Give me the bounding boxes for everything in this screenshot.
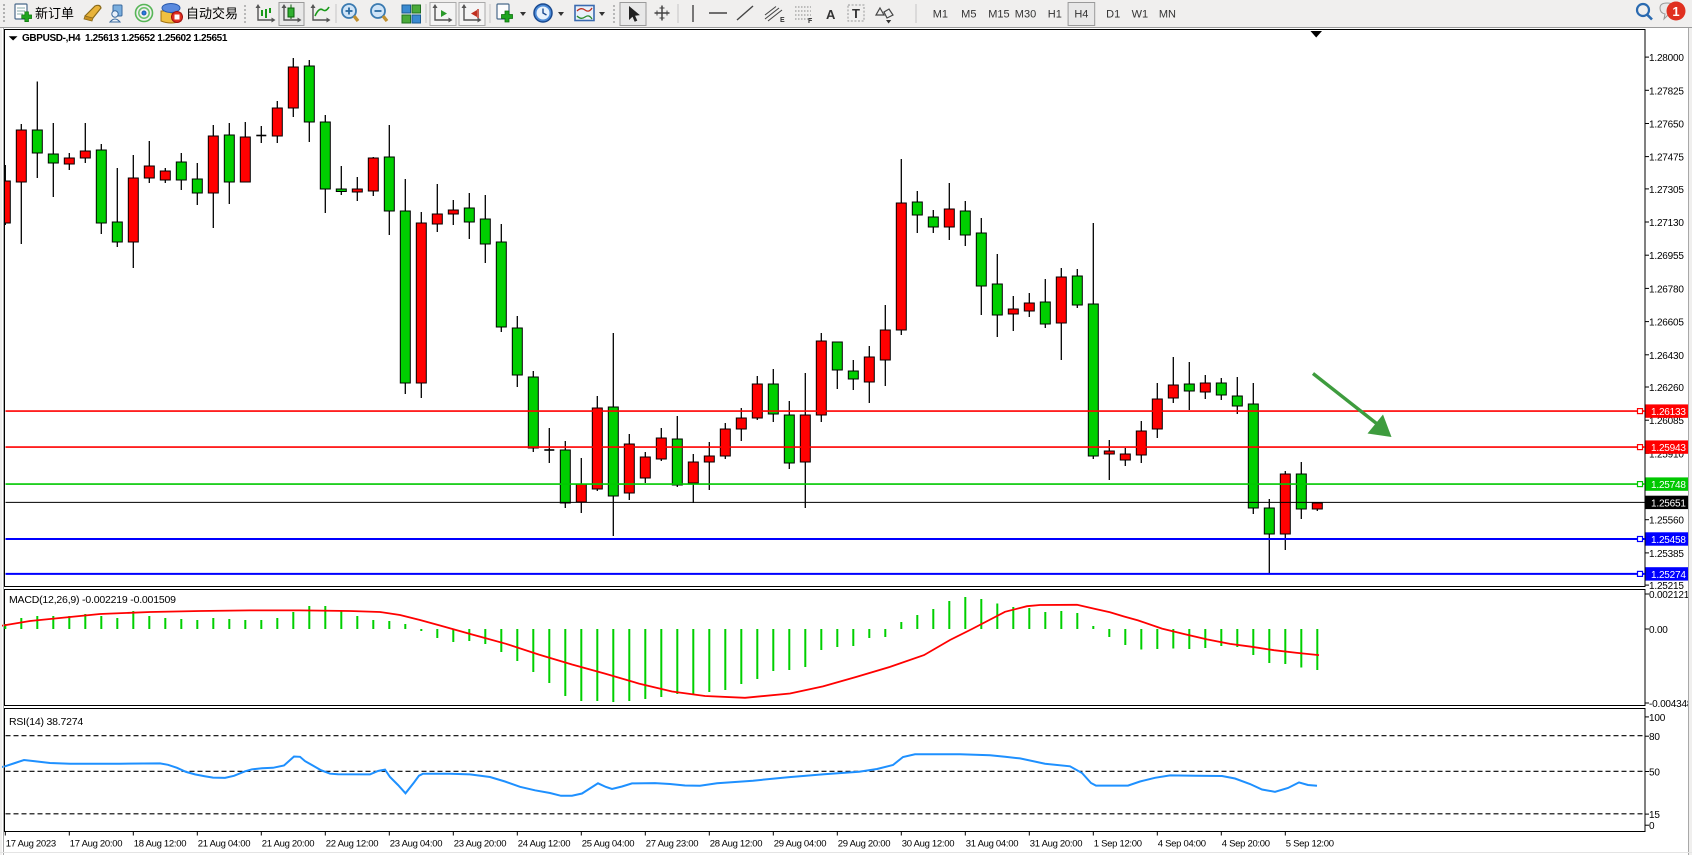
svg-text:1.28000: 1.28000 [1649,53,1684,64]
svg-text:自动交易: 自动交易 [186,6,238,21]
svg-text:1.26605: 1.26605 [1649,318,1684,329]
svg-text:1.26780: 1.26780 [1649,284,1684,295]
svg-text:1 Sep 12:00: 1 Sep 12:00 [1094,839,1142,850]
svg-text:M1: M1 [933,9,948,21]
svg-text:M15: M15 [988,9,1009,21]
svg-text:27 Aug 23:00: 27 Aug 23:00 [646,839,698,850]
svg-text:RSI(14) 38.7274: RSI(14) 38.7274 [9,716,83,728]
svg-text:1.27305: 1.27305 [1649,185,1684,196]
svg-text:31 Aug 04:00: 31 Aug 04:00 [966,839,1018,850]
svg-text:24 Aug 12:00: 24 Aug 12:00 [518,839,570,850]
svg-text:22 Aug 12:00: 22 Aug 12:00 [326,839,378,850]
svg-text:-0.004348: -0.004348 [1649,699,1692,710]
svg-text:25 Aug 04:00: 25 Aug 04:00 [582,839,634,850]
svg-text:50: 50 [1649,768,1660,779]
svg-text:1.27475: 1.27475 [1649,153,1684,164]
svg-text:M30: M30 [1015,9,1036,21]
svg-text:1.25560: 1.25560 [1649,516,1684,527]
svg-text:0.00: 0.00 [1649,625,1668,636]
svg-text:新订单: 新订单 [35,6,74,21]
svg-text:30 Aug 12:00: 30 Aug 12:00 [902,839,954,850]
svg-text:MACD(12,26,9) -0.002219 -0.001: MACD(12,26,9) -0.002219 -0.001509 [9,594,176,606]
svg-text:H4: H4 [1074,9,1088,21]
svg-text:A: A [826,7,836,22]
svg-text:17 Aug 20:00: 17 Aug 20:00 [70,839,122,850]
svg-text:1.26260: 1.26260 [1649,383,1684,394]
svg-text:H1: H1 [1048,9,1062,21]
svg-text:29 Aug 04:00: 29 Aug 04:00 [774,839,826,850]
svg-text:15: 15 [1649,810,1660,821]
svg-text:F: F [808,18,813,25]
svg-text:MN: MN [1159,9,1176,21]
svg-text:28 Aug 12:00: 28 Aug 12:00 [710,839,762,850]
svg-text:GBPUSD-,H4 1.25613 1.25652 1.: GBPUSD-,H4 1.25613 1.25652 1.25602 1.256… [22,33,228,44]
svg-text:1.26133: 1.26133 [1651,407,1686,418]
svg-text:1.25748: 1.25748 [1651,480,1686,491]
svg-text:4 Sep 20:00: 4 Sep 20:00 [1222,839,1270,850]
svg-text:18 Aug 12:00: 18 Aug 12:00 [134,839,186,850]
svg-text:1.26955: 1.26955 [1649,251,1684,262]
svg-text:100: 100 [1649,713,1666,724]
svg-text:1.25651: 1.25651 [1651,498,1686,509]
svg-text:M5: M5 [961,9,976,21]
svg-text:E: E [780,17,785,24]
svg-text:29 Aug 20:00: 29 Aug 20:00 [838,839,890,850]
svg-text:D1: D1 [1106,9,1120,21]
svg-text:1.27130: 1.27130 [1649,218,1684,229]
svg-text:1.25458: 1.25458 [1651,535,1686,546]
svg-text:1.27650: 1.27650 [1649,120,1684,131]
svg-text:1.26430: 1.26430 [1649,351,1684,362]
svg-text:W1: W1 [1132,9,1149,21]
svg-text:80: 80 [1649,732,1660,743]
svg-text:1.25385: 1.25385 [1649,549,1684,560]
svg-text:1.25943: 1.25943 [1651,443,1686,454]
svg-text:5 Sep 12:00: 5 Sep 12:00 [1286,839,1334,850]
svg-text:21 Aug 04:00: 21 Aug 04:00 [198,839,250,850]
svg-text:21 Aug 20:00: 21 Aug 20:00 [262,839,314,850]
svg-text:1: 1 [1672,4,1679,19]
svg-text:1.27825: 1.27825 [1649,86,1684,97]
svg-text:1.25274: 1.25274 [1651,570,1686,581]
svg-text:4 Sep 04:00: 4 Sep 04:00 [1158,839,1206,850]
svg-text:0: 0 [1649,821,1655,832]
svg-text:31 Aug 20:00: 31 Aug 20:00 [1030,839,1082,850]
svg-text:T: T [852,6,860,21]
svg-text:17 Aug 2023: 17 Aug 2023 [6,839,56,850]
svg-text:0.002121: 0.002121 [1649,590,1690,601]
svg-text:23 Aug 20:00: 23 Aug 20:00 [454,839,506,850]
svg-text:23 Aug 04:00: 23 Aug 04:00 [390,839,442,850]
